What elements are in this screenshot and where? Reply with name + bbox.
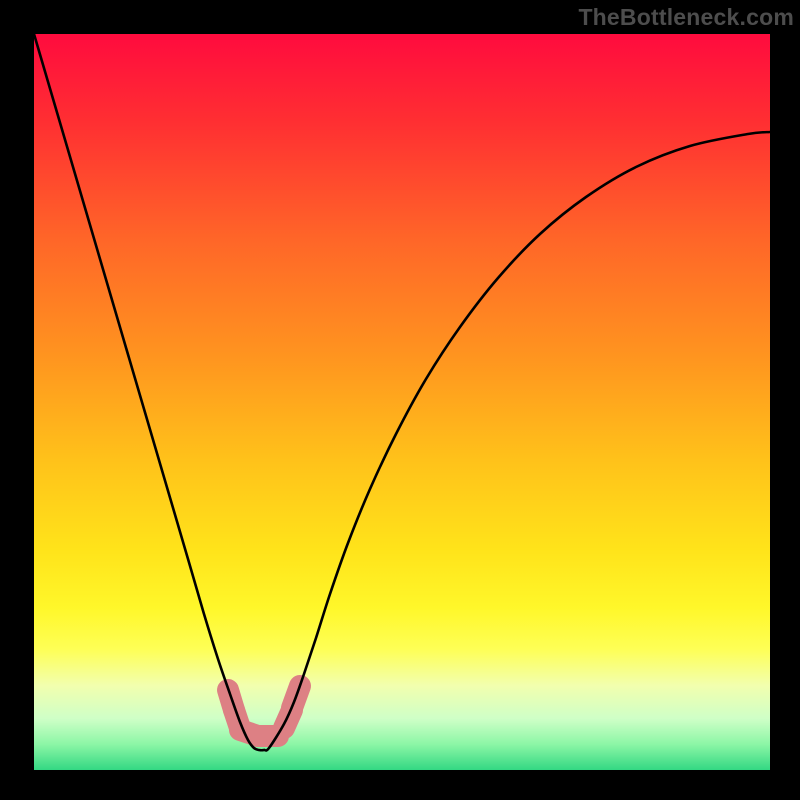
watermark-text: TheBottleneck.com	[578, 4, 794, 31]
bottleneck-chart	[0, 0, 800, 800]
chart-stage: { "meta": { "watermark_text": "TheBottle…	[0, 0, 800, 800]
gradient-plot-background	[34, 34, 770, 770]
